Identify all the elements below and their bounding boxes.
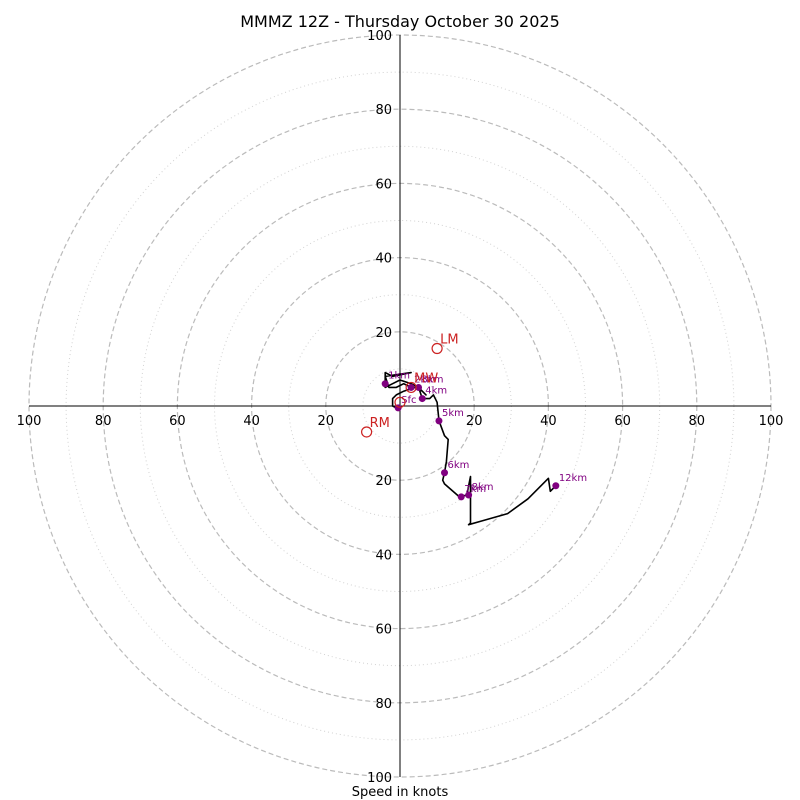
height-marker-label: 3km [422, 374, 444, 385]
y-tick-label: 100 [367, 771, 392, 786]
x-tick-label: 40 [243, 414, 260, 429]
y-tick-label: 40 [375, 252, 392, 267]
x-tick-label: 20 [466, 414, 483, 429]
height-marker [457, 493, 465, 501]
storm-motion-label: RM [370, 416, 390, 431]
x-tick-label: 80 [95, 414, 112, 429]
storm-motion-markers: LM RM MW [361, 332, 459, 438]
height-marker-label: 12km [559, 473, 587, 484]
height-marker [552, 482, 560, 490]
height-marker-label: 8km [472, 482, 494, 493]
x-tick-label: 60 [169, 414, 186, 429]
height-marker-label: Sfc [401, 395, 416, 406]
height-marker-label: 5km [442, 408, 464, 419]
storm-motion-marker [394, 396, 406, 408]
x-tick-label: 80 [689, 414, 706, 429]
y-tick-label: 60 [375, 623, 392, 638]
y-tick-label: 60 [375, 177, 392, 192]
height-marker-label: 4km [425, 386, 447, 397]
storm-motion-marker [431, 342, 443, 355]
height-marker-label: 7km [464, 484, 486, 495]
storm-motion-label: LM [440, 332, 458, 347]
y-tick-label: 80 [375, 103, 392, 118]
height-marker [435, 417, 443, 425]
height-marker [415, 383, 423, 391]
chart-title: MMMZ 12Z - Thursday October 30 2025 [240, 12, 560, 31]
x-tick-label: 100 [17, 414, 42, 429]
height-marker [465, 491, 473, 499]
height-marker [381, 380, 389, 388]
height-marker [441, 469, 449, 477]
height-marker-label: 1km [388, 371, 410, 382]
wind-trace [384, 371, 557, 526]
height-marker [418, 395, 426, 403]
y-tick-label: 20 [375, 474, 392, 489]
x-tick-label: 40 [540, 414, 557, 429]
storm-motion-marker [361, 426, 373, 438]
x-tick-label: 100 [759, 414, 784, 429]
y-tick-label: 40 [375, 548, 392, 563]
x-tick-label: 20 [318, 414, 335, 429]
height-marker-label: 2km [414, 374, 436, 385]
y-tick-label: 20 [375, 326, 392, 341]
y-tick-label: 80 [375, 697, 392, 712]
height-marker [407, 383, 415, 391]
height-marker-label: 6km [448, 460, 470, 471]
tick-labels: 20 20 20 20 40 40 40 40 60 60 60 60 80 80 80 80 100 100 10… [17, 29, 784, 786]
storm-motion-label: MW [414, 371, 438, 386]
x-axis-label: Speed in knots [352, 785, 449, 800]
x-tick-label: 60 [614, 414, 631, 429]
wind-profile-line [384, 371, 557, 526]
storm-motion-marker [405, 381, 417, 394]
y-tick-label: 100 [367, 29, 392, 44]
